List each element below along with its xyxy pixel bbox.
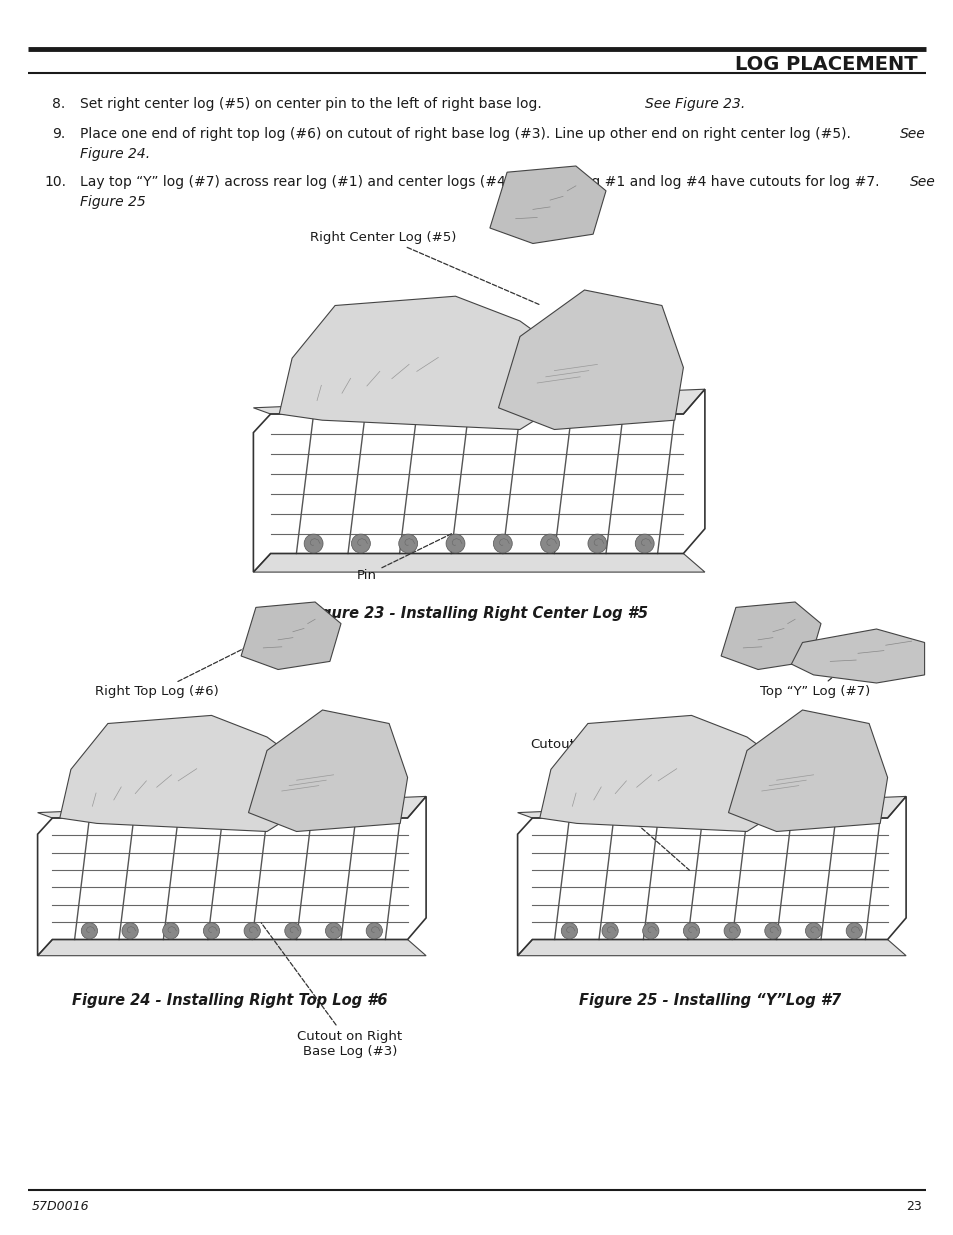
Circle shape <box>682 923 699 939</box>
Polygon shape <box>253 389 704 414</box>
Text: 10.: 10. <box>44 175 66 189</box>
Polygon shape <box>517 940 905 956</box>
Polygon shape <box>720 601 821 669</box>
Text: Figure 23 - Installing Right Center Log #5: Figure 23 - Installing Right Center Log … <box>306 606 647 621</box>
Polygon shape <box>279 296 584 430</box>
Circle shape <box>723 923 740 939</box>
Text: See Figure 23.: See Figure 23. <box>644 98 744 111</box>
Text: Set right center log (#5) on center pin to the left of right base log.: Set right center log (#5) on center pin … <box>80 98 545 111</box>
Text: Cutouts: Cutouts <box>530 739 651 795</box>
Text: 9.: 9. <box>52 127 65 141</box>
Circle shape <box>635 534 654 553</box>
Circle shape <box>764 923 781 939</box>
Polygon shape <box>791 629 923 683</box>
Text: See: See <box>899 127 924 141</box>
Circle shape <box>587 534 606 553</box>
Circle shape <box>804 923 821 939</box>
Text: Lay top “Y” log (#7) across rear log (#1) and center logs (#4 and #5). Log #1 an: Lay top “Y” log (#7) across rear log (#1… <box>80 175 882 189</box>
Circle shape <box>244 923 260 939</box>
Text: 57D0016: 57D0016 <box>32 1200 90 1214</box>
Text: Right Center Log (#5): Right Center Log (#5) <box>310 231 538 304</box>
Text: See: See <box>909 175 935 189</box>
Circle shape <box>351 534 370 553</box>
Circle shape <box>560 923 577 939</box>
Text: 23: 23 <box>905 1200 921 1214</box>
Circle shape <box>540 534 559 553</box>
Circle shape <box>163 923 179 939</box>
Polygon shape <box>728 710 886 831</box>
Circle shape <box>304 534 323 553</box>
Polygon shape <box>37 797 426 818</box>
Circle shape <box>446 534 464 553</box>
Text: Place one end of right top log (#6) on cutout of right base log (#3). Line up ot: Place one end of right top log (#6) on c… <box>80 127 854 141</box>
Polygon shape <box>248 710 407 831</box>
Polygon shape <box>60 715 322 831</box>
Circle shape <box>845 923 862 939</box>
Text: Right Top Log (#6): Right Top Log (#6) <box>95 643 253 699</box>
Polygon shape <box>253 553 704 572</box>
Circle shape <box>203 923 219 939</box>
Text: Figure 25: Figure 25 <box>80 195 146 209</box>
Text: LOG PLACEMENT: LOG PLACEMENT <box>735 54 917 74</box>
Polygon shape <box>517 797 905 818</box>
Text: Figure 24.: Figure 24. <box>80 147 150 161</box>
Polygon shape <box>37 940 426 956</box>
Text: Top “Y” Log (#7): Top “Y” Log (#7) <box>759 658 869 699</box>
Polygon shape <box>490 165 605 243</box>
Circle shape <box>284 923 301 939</box>
Polygon shape <box>498 290 682 430</box>
Polygon shape <box>539 715 801 831</box>
Text: 8.: 8. <box>52 98 65 111</box>
Circle shape <box>398 534 417 553</box>
Text: Figure 24 - Installing Right Top Log #6: Figure 24 - Installing Right Top Log #6 <box>72 993 387 1009</box>
Text: Figure 25 - Installing “Y”Log #7: Figure 25 - Installing “Y”Log #7 <box>578 993 841 1009</box>
Circle shape <box>601 923 618 939</box>
Polygon shape <box>241 601 340 669</box>
Circle shape <box>122 923 138 939</box>
Circle shape <box>493 534 512 553</box>
Circle shape <box>642 923 659 939</box>
Text: Pin: Pin <box>356 534 453 582</box>
Circle shape <box>325 923 341 939</box>
Text: Cutout on Right
Base Log (#3): Cutout on Right Base Log (#3) <box>261 923 402 1058</box>
Circle shape <box>81 923 97 939</box>
Circle shape <box>366 923 382 939</box>
